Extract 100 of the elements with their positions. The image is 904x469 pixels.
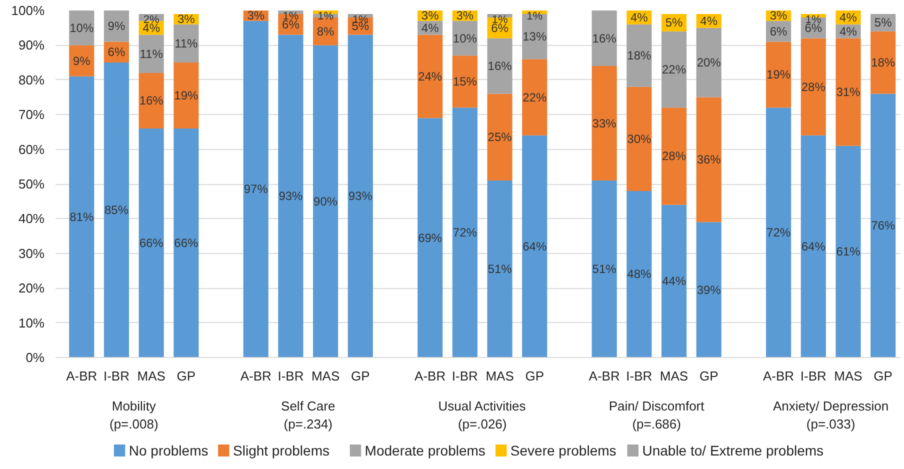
data-label: 64% [522, 239, 547, 254]
data-label: 5% [874, 16, 892, 30]
data-label: 9% [108, 19, 126, 34]
data-label: 19% [766, 68, 791, 82]
x-tick-label: I-BR [800, 368, 826, 384]
data-label: 13% [522, 30, 547, 44]
y-tick-label: 60% [18, 142, 45, 157]
data-label: 66% [139, 236, 164, 250]
y-tick-label: 20% [18, 280, 45, 296]
data-label: 3% [421, 8, 440, 23]
legend-label: Slight problems [233, 442, 330, 458]
data-label: 33% [592, 116, 617, 130]
x-tick-label: I-BR [103, 368, 130, 384]
y-tick-label: 80% [18, 72, 45, 88]
data-label: 22% [662, 62, 686, 76]
y-tick-label: 50% [18, 176, 45, 192]
x-tick-label: MAS [311, 368, 340, 384]
data-label: 25% [488, 130, 512, 144]
legend-label: Unable to/ Extreme problems [642, 442, 824, 458]
legend-label: Severe problems [510, 442, 616, 458]
data-label: 20% [696, 56, 722, 70]
x-tick-label: A-BR [763, 368, 794, 384]
data-label: 4% [700, 14, 718, 28]
data-label: 18% [627, 48, 652, 63]
data-label: 5% [665, 16, 684, 30]
text: Pain/ Discomfort (p=.686) [608, 398, 705, 432]
y-tick-label: 100% [11, 3, 45, 18]
data-label: 61% [836, 244, 861, 259]
data-label: 31% [836, 85, 861, 100]
x-tick-label: GP [351, 368, 370, 384]
y-tick-label: 70% [18, 107, 45, 122]
data-label: 28% [801, 80, 826, 94]
data-label: 3% [247, 8, 265, 23]
y-tick-label: 90% [18, 38, 45, 53]
data-label: 69% [418, 230, 442, 245]
data-label: 8% [316, 24, 335, 38]
data-label: 10% [452, 31, 478, 46]
x-tick-label: MAS [660, 368, 688, 384]
data-label: 30% [627, 132, 652, 146]
data-label: 4% [421, 20, 440, 35]
data-label: 3% [178, 12, 196, 26]
x-tick-label: A-BR [240, 368, 272, 384]
text: Mobility (p=.008) [110, 398, 158, 432]
x-tick-label: MAS [486, 368, 514, 384]
x-tick-label: A-BR [588, 368, 620, 384]
data-label: 76% [871, 218, 896, 233]
data-label: 24% [418, 69, 442, 84]
data-label: 19% [174, 88, 199, 103]
data-label: 97% [244, 182, 268, 196]
data-label: 10% [70, 20, 94, 35]
x-tick-label: GP [874, 368, 892, 384]
data-label: 64% [801, 239, 826, 254]
data-label: 28% [662, 149, 686, 164]
x-tick-label: GP [176, 368, 196, 384]
text: Usual Activities (p=.026) [438, 398, 526, 432]
data-label: 11% [140, 46, 164, 61]
text: Self Care (p=.234) [281, 398, 336, 432]
x-tick-label: I-BR [278, 368, 304, 384]
x-tick-label: I-BR [626, 368, 652, 384]
data-label: 3% [770, 8, 788, 23]
data-label: 11% [174, 36, 198, 50]
text: Anxiety/ Depression (p=.033) [773, 398, 889, 432]
data-label: 93% [278, 189, 304, 204]
data-label: 85% [104, 203, 129, 218]
x-tick-label: MAS [137, 368, 166, 384]
data-label: 6% [770, 24, 788, 38]
data-label: 15% [452, 74, 478, 89]
data-label: 4% [840, 24, 858, 38]
x-tick-label: A-BR [66, 368, 98, 384]
data-label: 4% [630, 10, 648, 24]
y-tick-label: 10% [18, 315, 45, 330]
data-label: 81% [70, 210, 94, 224]
data-label: 6% [108, 45, 126, 60]
x-tick-label: GP [699, 368, 718, 384]
y-tick-label: 30% [18, 246, 45, 261]
data-label: 44% [662, 274, 686, 288]
data-label: 9% [72, 54, 91, 68]
x-tick-label: I-BR [452, 368, 478, 384]
data-label: 66% [174, 236, 199, 250]
data-label: 39% [696, 282, 722, 297]
data-label: 51% [592, 262, 617, 276]
x-tick-label: A-BR [414, 368, 446, 384]
data-label: 93% [348, 189, 373, 204]
data-label: 3% [456, 8, 474, 23]
data-label: 72% [452, 226, 478, 240]
data-label: 22% [522, 90, 547, 104]
data-label: 4% [840, 10, 858, 24]
x-tick-label: MAS [834, 368, 863, 384]
data-label: 16% [139, 94, 164, 108]
y-tick-label: 40% [18, 211, 45, 226]
data-label: 51% [488, 262, 512, 276]
x-tick-label: GP [525, 368, 544, 384]
legend-label: No problems [128, 442, 208, 458]
data-label: 36% [696, 152, 722, 167]
data-label: 90% [314, 194, 338, 208]
data-label: 16% [488, 59, 512, 74]
data-label: 48% [627, 267, 652, 282]
data-label: 16% [592, 31, 617, 46]
data-label: 72% [766, 226, 791, 240]
data-label: 18% [871, 56, 896, 70]
